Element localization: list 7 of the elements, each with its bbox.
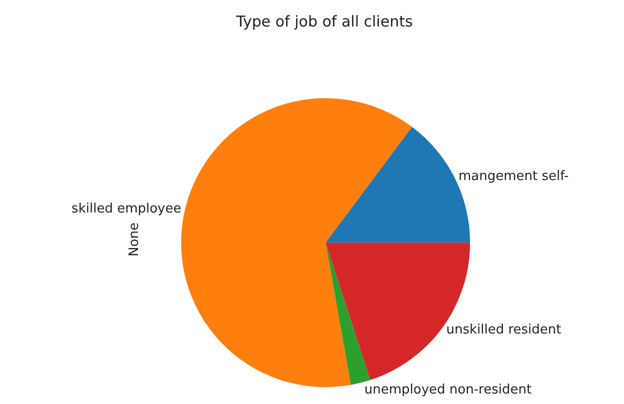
pie-slice <box>326 242 370 385</box>
slice-label: unemployed non-resident <box>364 382 532 398</box>
chart-title: Type of job of all clients <box>235 12 413 31</box>
text: None <box>127 222 142 256</box>
slice-label: skilled employee <box>72 201 182 216</box>
slice-label: mangement self- <box>458 168 569 184</box>
slice-label: unskilled resident <box>446 322 562 338</box>
